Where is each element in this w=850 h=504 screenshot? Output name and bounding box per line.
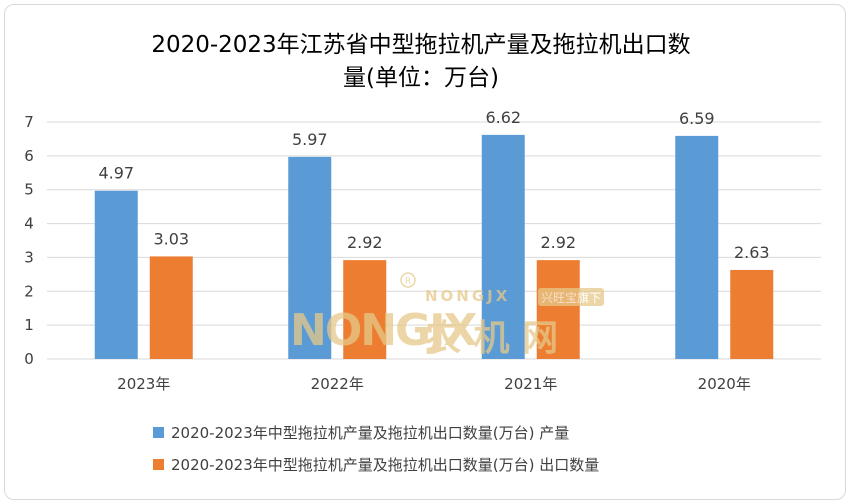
bar-production	[481, 134, 525, 359]
bar-export	[149, 256, 193, 359]
x-tick-label: 2022年	[311, 375, 364, 393]
bar-export	[730, 269, 774, 359]
y-tick-label: 1	[24, 316, 34, 334]
data-label: 2.92	[347, 233, 383, 252]
registered-mark-letter: R	[405, 277, 411, 287]
legend-label-production: 2020-2023年中型拖拉机产量及拖拉机出口数量(万台) 产量	[171, 424, 569, 442]
data-label: 2.63	[734, 243, 770, 262]
bar-chart: 2020-2023年江苏省中型拖拉机产量及拖拉机出口数 量(单位：万台) 0 1 2…	[24, 32, 821, 474]
watermark-logo: NONGJX	[290, 305, 478, 356]
y-tick-label: 3	[24, 248, 34, 266]
watermark: NONGJX NONGJX 兴旺宝旗下 农 机 网 R	[290, 272, 604, 359]
y-tick-label: 7	[24, 113, 34, 131]
legend: 2020-2023年中型拖拉机产量及拖拉机出口数量(万台) 产量 2020-20…	[153, 424, 599, 474]
x-axis-ticks: 2023年 2022年 2021年 2020年	[117, 375, 751, 393]
data-label: 6.62	[485, 108, 521, 127]
y-tick-label: 0	[24, 350, 34, 368]
data-label: 5.97	[292, 130, 328, 149]
bar-production	[94, 190, 138, 359]
watermark-brand: NONGJX	[425, 287, 510, 305]
x-tick-label: 2021年	[504, 375, 557, 393]
x-tick-label: 2020年	[698, 375, 751, 393]
watermark-cn-name: 农 机 网	[425, 318, 558, 359]
bars	[94, 134, 774, 359]
bar-production	[675, 135, 719, 359]
data-labels: 4.97 3.03 5.97 2.92 6.62 2.92 6.59 2.63	[98, 108, 769, 262]
x-tick-label: 2023年	[117, 375, 170, 393]
data-label: 6.59	[679, 109, 715, 128]
data-label: 2.92	[540, 233, 576, 252]
y-tick-label: 4	[24, 215, 34, 233]
chart-title-line1: 2020-2023年江苏省中型拖拉机产量及拖拉机出口数	[151, 32, 690, 58]
legend-swatch-production	[153, 427, 164, 438]
bar-production	[288, 156, 332, 359]
bar-export	[343, 260, 387, 359]
chart-frame: 2020-2023年江苏省中型拖拉机产量及拖拉机出口数 量(单位：万台) 0 1 2…	[4, 4, 846, 500]
legend-label-export: 2020-2023年中型拖拉机产量及拖拉机出口数量(万台) 出口数量	[171, 456, 599, 474]
watermark-tag-box	[538, 288, 604, 306]
legend-swatch-export	[153, 459, 164, 470]
watermark-tag: 兴旺宝旗下	[541, 290, 601, 305]
registered-mark-icon	[400, 272, 416, 288]
chart-title-line2: 量(单位：万台)	[343, 65, 499, 91]
data-label: 4.97	[98, 164, 134, 183]
y-tick-label: 5	[24, 181, 34, 199]
y-axis-ticks: 0 1 2 3 4 5 6 7	[24, 113, 34, 368]
y-tick-label: 6	[24, 147, 34, 165]
data-label: 3.03	[153, 229, 189, 248]
y-tick-label: 2	[24, 282, 34, 300]
bar-export	[536, 260, 580, 359]
